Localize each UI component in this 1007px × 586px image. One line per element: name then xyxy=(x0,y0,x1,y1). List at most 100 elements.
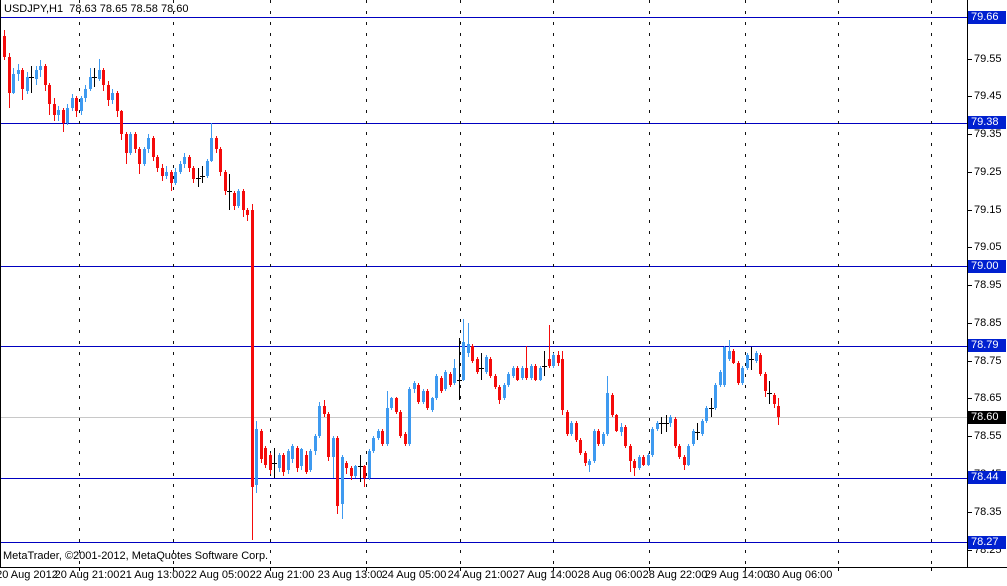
candle xyxy=(656,421,659,431)
candle xyxy=(332,436,335,478)
time-axis-label: 28 Aug 06:00 xyxy=(577,569,643,581)
candle xyxy=(759,353,762,376)
candle xyxy=(84,85,87,102)
time-axis-label: 22 Aug 05:00 xyxy=(184,569,250,581)
candle xyxy=(174,168,177,185)
candle xyxy=(530,364,533,380)
candle xyxy=(8,53,11,108)
candle xyxy=(570,421,573,436)
candle xyxy=(732,349,735,364)
candle xyxy=(224,170,227,195)
candle xyxy=(701,419,704,436)
time-axis-label: 21 Aug 13:00 xyxy=(119,569,185,581)
candle xyxy=(300,448,303,470)
candle xyxy=(404,432,407,446)
candle xyxy=(12,68,15,94)
candle xyxy=(57,106,60,121)
price-axis-label: 78.85 xyxy=(974,316,1002,329)
candle xyxy=(377,429,380,440)
candle xyxy=(579,438,582,455)
level-price-badge: 78.44 xyxy=(968,471,1006,485)
price-axis-label: 79.35 xyxy=(974,128,1002,141)
candle xyxy=(272,448,277,478)
candle xyxy=(107,81,110,106)
candle xyxy=(386,391,389,446)
candle xyxy=(215,136,218,153)
candle xyxy=(633,459,636,476)
candle xyxy=(741,366,744,385)
candle xyxy=(683,455,686,470)
candle xyxy=(92,68,97,87)
candle xyxy=(728,340,731,361)
candle xyxy=(318,402,321,438)
candle xyxy=(664,415,669,432)
candle xyxy=(548,325,551,368)
candle xyxy=(170,170,173,191)
candle xyxy=(372,436,375,453)
candle xyxy=(345,461,348,474)
candle xyxy=(426,389,429,410)
candle xyxy=(39,60,42,77)
candle xyxy=(705,406,708,423)
candle xyxy=(395,397,398,414)
candle xyxy=(305,451,308,474)
candle xyxy=(678,444,681,459)
candle xyxy=(561,351,564,415)
candle xyxy=(183,153,186,168)
candle xyxy=(102,68,105,91)
candle xyxy=(777,398,780,425)
candle xyxy=(620,423,623,436)
candle xyxy=(593,429,596,463)
price-axis-label: 79.05 xyxy=(974,241,1002,254)
candle xyxy=(651,427,654,457)
candle xyxy=(714,383,717,410)
candle xyxy=(269,453,272,474)
copyright-text: MetaTrader, ©2001-2012, MetaQuotes Softw… xyxy=(3,550,269,562)
candle xyxy=(111,89,114,104)
candle xyxy=(192,166,195,183)
price-axis-label: 78.55 xyxy=(974,430,1002,443)
candle xyxy=(282,453,285,476)
candle xyxy=(489,357,492,378)
candle xyxy=(237,189,240,208)
candle xyxy=(408,387,411,446)
candle xyxy=(138,147,141,174)
candle xyxy=(62,108,65,132)
candle xyxy=(417,383,420,404)
candle xyxy=(764,372,767,397)
price-axis-label: 78.65 xyxy=(974,392,1002,405)
candle xyxy=(773,393,776,408)
candle xyxy=(719,370,722,387)
candle xyxy=(597,429,600,446)
candle xyxy=(457,338,462,400)
candle xyxy=(674,417,677,448)
candle xyxy=(66,104,69,125)
candle xyxy=(120,110,123,140)
candle xyxy=(737,361,740,385)
candle xyxy=(521,366,524,380)
candle xyxy=(200,166,205,183)
candle xyxy=(165,166,168,179)
candle xyxy=(161,164,164,181)
candle xyxy=(53,98,56,121)
candle xyxy=(350,466,353,480)
symbol-ohlc-readout: USDJPY,H1 78.63 78.65 78.58 78.60 xyxy=(4,3,189,15)
candle xyxy=(29,66,34,93)
candle xyxy=(449,372,452,387)
candle xyxy=(147,134,150,153)
candle xyxy=(525,346,528,380)
candle xyxy=(341,455,344,519)
candle xyxy=(669,415,672,427)
candle xyxy=(440,376,443,393)
candle xyxy=(566,410,569,436)
candle xyxy=(327,412,330,461)
candle xyxy=(606,376,609,436)
candle xyxy=(242,189,245,217)
candle xyxy=(399,410,402,438)
candle xyxy=(638,455,641,470)
candle xyxy=(309,449,312,472)
price-axis-label: 78.35 xyxy=(974,505,1002,518)
candle xyxy=(35,66,38,85)
